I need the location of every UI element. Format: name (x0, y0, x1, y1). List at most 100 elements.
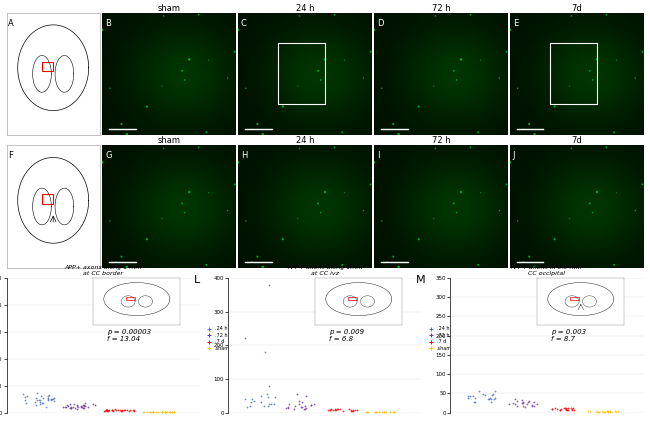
Point (475, 57, 486, 64)
Point (561, 405, 571, 412)
Point (179, 209, 190, 216)
Point (494, 207, 504, 214)
Point (116, 408, 127, 414)
Point (138, 409, 149, 416)
Point (512, 218, 523, 224)
Point (263, 394, 273, 401)
Point (451, 209, 462, 216)
Point (229, 181, 240, 188)
Point (164, 409, 175, 416)
Point (249, 397, 259, 404)
Point (465, 144, 476, 151)
Point (49, 394, 59, 401)
Point (222, 75, 233, 81)
Point (510, 401, 521, 408)
Text: p = 0.003
f = 8.7: p = 0.003 f = 8.7 (551, 329, 586, 342)
Point (393, 131, 404, 138)
Point (448, 200, 459, 207)
Point (294, 397, 304, 404)
Text: J: J (513, 152, 515, 160)
Point (526, 402, 537, 409)
Point (382, 126, 393, 133)
Point (376, 218, 387, 224)
Point (169, 409, 179, 416)
Point (159, 13, 169, 19)
Point (361, 408, 372, 415)
Point (591, 408, 601, 415)
Point (110, 406, 120, 413)
Point (31, 394, 41, 401)
Point (428, 216, 439, 222)
Point (76, 403, 86, 410)
Point (451, 77, 462, 83)
Point (246, 126, 257, 133)
Point (549, 236, 560, 242)
Point (46, 396, 57, 402)
Point (346, 407, 357, 414)
Point (107, 407, 117, 414)
Point (88, 401, 98, 408)
Point (512, 402, 522, 409)
Point (358, 207, 369, 214)
Point (79, 402, 90, 409)
Point (306, 402, 317, 408)
Point (233, 159, 244, 166)
Point (474, 388, 484, 395)
Point (448, 67, 459, 74)
Point (159, 145, 169, 152)
Point (58, 404, 69, 410)
Point (377, 408, 387, 415)
Point (361, 409, 372, 416)
Title: 72 h: 72 h (432, 4, 450, 13)
Point (72, 402, 82, 408)
Point (518, 258, 528, 265)
Point (142, 409, 153, 416)
Point (600, 408, 610, 415)
Text: F: F (8, 152, 13, 160)
Point (637, 181, 647, 188)
Point (376, 85, 387, 92)
Point (77, 402, 88, 408)
Point (252, 253, 263, 260)
Text: C: C (241, 19, 247, 28)
Text: p = 0.00003
f = 13.04: p = 0.00003 f = 13.04 (107, 329, 151, 342)
Point (370, 408, 381, 415)
Point (637, 48, 647, 55)
Point (160, 409, 170, 416)
Point (519, 403, 530, 410)
Title: APP+ axons along 1mm
at CC ivz: APP+ axons along 1mm at CC ivz (287, 265, 363, 276)
Point (593, 408, 603, 415)
Point (35, 401, 46, 408)
Point (549, 103, 560, 110)
Point (388, 408, 398, 415)
Point (256, 399, 266, 406)
Point (184, 56, 194, 63)
Point (609, 129, 619, 136)
Point (504, 401, 514, 408)
Point (73, 404, 83, 410)
Point (48, 396, 58, 402)
Point (144, 409, 154, 416)
Point (142, 103, 152, 110)
Point (157, 409, 167, 416)
Point (246, 258, 257, 265)
Point (332, 405, 343, 412)
Text: A: A (8, 19, 14, 28)
Point (473, 261, 484, 268)
Point (456, 56, 466, 63)
Point (602, 408, 612, 415)
Point (101, 407, 112, 413)
Point (202, 129, 212, 136)
Text: p = 0.009
f = 6.8: p = 0.009 f = 6.8 (329, 329, 364, 342)
Point (563, 405, 573, 411)
Point (330, 11, 340, 18)
Point (127, 407, 138, 414)
Point (490, 388, 501, 395)
Point (344, 405, 354, 412)
Point (456, 189, 466, 195)
Point (584, 67, 595, 74)
Point (90, 402, 100, 408)
Point (330, 405, 341, 412)
Point (177, 200, 187, 207)
Point (147, 409, 157, 416)
